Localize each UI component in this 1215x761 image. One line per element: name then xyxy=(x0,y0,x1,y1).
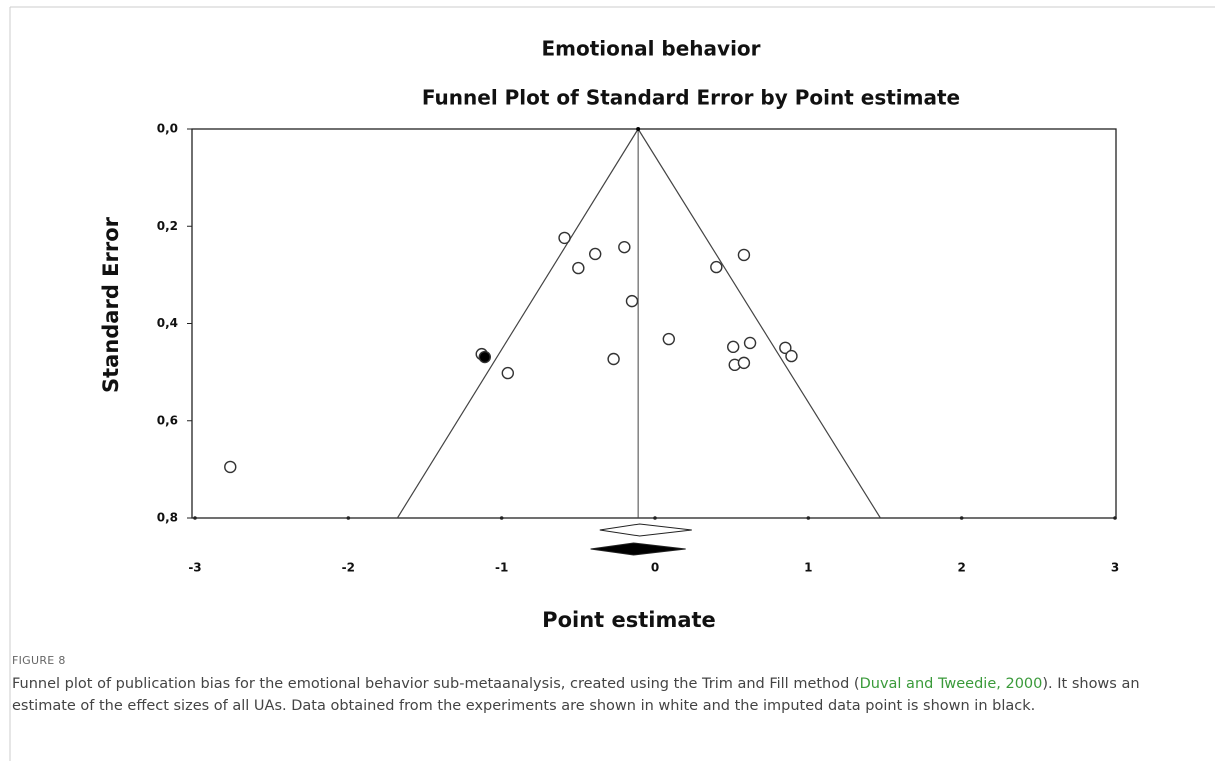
y-tick-label: 0,8 xyxy=(157,511,178,525)
summary-diamond xyxy=(599,523,692,537)
data-point xyxy=(478,350,491,364)
data-point xyxy=(710,260,723,274)
data-point xyxy=(558,231,571,245)
data-point xyxy=(779,341,792,355)
y-tick-label: 0,4 xyxy=(157,316,178,330)
x-tick xyxy=(346,516,351,520)
data-point xyxy=(607,352,620,366)
summary-diamond xyxy=(590,542,686,556)
x-tick xyxy=(1113,516,1117,520)
data-point xyxy=(727,340,740,354)
x-axis-label: Point estimate xyxy=(542,608,716,632)
x-tick xyxy=(959,516,964,520)
chart-subtitle: Funnel Plot of Standard Error by Point e… xyxy=(422,86,960,110)
x-tick-label: 0 xyxy=(651,561,659,575)
data-point xyxy=(589,247,602,261)
y-tick-label: 0,2 xyxy=(157,219,178,233)
caption: FIGURE 8 Funnel plot of publication bias… xyxy=(12,654,1207,717)
caption-text-before: Funnel plot of publication bias for the … xyxy=(12,676,860,692)
x-tick xyxy=(193,516,197,520)
x-tick-label: 2 xyxy=(957,561,965,575)
data-point xyxy=(662,332,675,346)
x-tick-label: -1 xyxy=(495,561,508,575)
caption-label: FIGURE 8 xyxy=(12,654,66,667)
x-tick xyxy=(653,516,657,520)
funnel-apex xyxy=(636,127,641,131)
x-tick-label: -3 xyxy=(188,561,201,575)
data-point xyxy=(572,261,585,275)
y-tick-label: 0,6 xyxy=(157,413,178,427)
y-axis-label: Standard Error xyxy=(99,216,123,393)
x-tick-label: -2 xyxy=(342,561,355,575)
funnel-edge xyxy=(637,128,881,519)
x-tick-label: 1 xyxy=(804,561,812,575)
data-point xyxy=(737,248,751,262)
data-point xyxy=(743,336,757,350)
x-tick xyxy=(806,516,811,520)
funnel-edge xyxy=(396,128,639,519)
data-point xyxy=(737,356,751,370)
data-point xyxy=(785,349,798,363)
x-tick xyxy=(499,516,504,520)
y-tick-label: 0,0 xyxy=(157,122,178,136)
data-point xyxy=(625,294,639,308)
data-point xyxy=(501,366,514,380)
plot-frame xyxy=(191,128,1117,519)
chart-title: Emotional behavior xyxy=(541,37,760,61)
citation-link[interactable]: Duval and Tweedie, 2000 xyxy=(859,676,1043,692)
caption-text-after: ). It shows an estimate of the effect si… xyxy=(12,676,1140,714)
data-point xyxy=(224,460,237,474)
caption-text: Funnel plot of publication bias for the … xyxy=(12,673,1207,717)
data-point xyxy=(618,240,631,254)
x-tick-label: 3 xyxy=(1111,561,1119,575)
